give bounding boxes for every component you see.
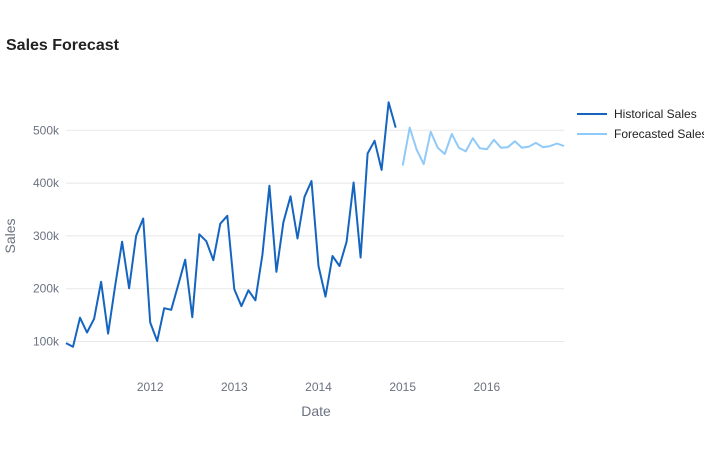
series-line-historical [65, 101, 397, 348]
y-axis-ticks: 100k 200k 300k 400k 500k [33, 123, 60, 348]
grid-lines [66, 129, 564, 343]
chart-title: Sales Forecast [6, 37, 120, 54]
x-tick-label: 2015 [389, 380, 416, 394]
x-tick-label: 2014 [305, 380, 332, 394]
x-tick-label: 2012 [137, 380, 164, 394]
legend-label: Historical Sales [614, 107, 697, 121]
y-tick-label: 400k [33, 176, 60, 190]
legend: Historical Sales Forecasted Sales [577, 107, 704, 141]
y-tick-label: 300k [33, 229, 60, 243]
x-tick-label: 2016 [473, 380, 500, 394]
x-axis-ticks: 2012 2013 2014 2015 2016 [137, 380, 501, 394]
y-tick-label: 500k [33, 123, 60, 137]
y-tick-label: 100k [33, 335, 60, 349]
series-line-forecast [401, 126, 565, 166]
x-tick-label: 2013 [221, 380, 248, 394]
x-axis-title: Date [301, 403, 331, 419]
legend-label: Forecasted Sales [614, 127, 704, 141]
series-lines [65, 101, 565, 348]
y-axis-title: Sales [2, 218, 18, 253]
y-tick-label: 200k [33, 282, 60, 296]
